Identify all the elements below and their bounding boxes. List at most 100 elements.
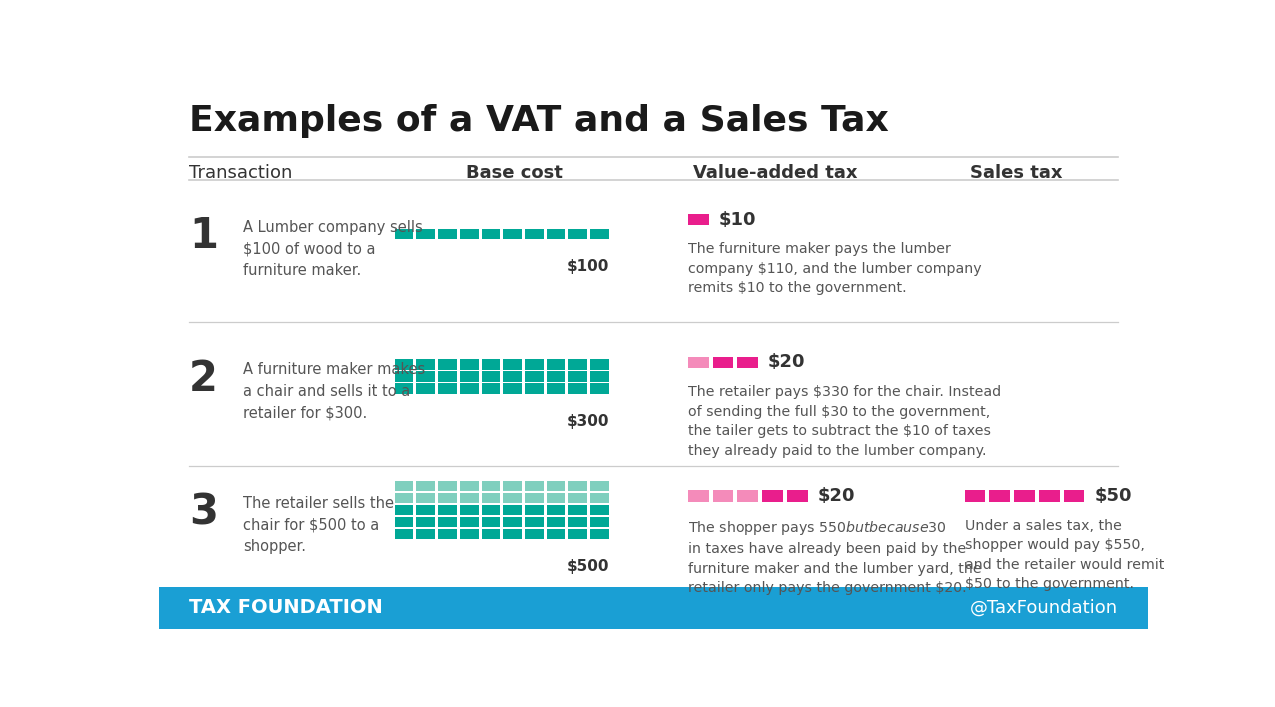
Bar [504, 359, 521, 370]
Bar [482, 493, 500, 503]
Bar [547, 371, 566, 382]
Bar [787, 490, 807, 501]
Bar [504, 383, 521, 394]
Bar [569, 371, 588, 382]
Bar [713, 490, 733, 501]
Text: 1: 1 [189, 215, 218, 257]
Bar [569, 517, 588, 527]
Text: $50: $50 [1094, 487, 1132, 505]
Bar [590, 383, 609, 394]
Text: $20: $20 [817, 487, 856, 505]
Bar [460, 481, 478, 491]
Bar [525, 383, 543, 394]
Bar [394, 481, 413, 491]
Bar [416, 517, 435, 527]
Bar [688, 214, 709, 226]
Bar [439, 481, 456, 491]
Bar [590, 517, 609, 527]
Bar [416, 529, 435, 539]
Bar [416, 505, 435, 515]
Bar [482, 228, 500, 239]
Bar [504, 505, 521, 515]
Bar [525, 359, 543, 370]
Text: $300: $300 [566, 414, 609, 429]
Bar [439, 359, 456, 370]
Text: $500: $500 [566, 559, 609, 574]
Bar [569, 481, 588, 491]
Bar [159, 587, 1148, 629]
Bar [482, 371, 500, 382]
Text: Value-added tax: Value-added tax [694, 164, 858, 182]
Bar [504, 371, 521, 382]
Text: 3: 3 [189, 491, 218, 533]
Bar [482, 517, 500, 527]
Bar [482, 359, 500, 370]
Text: The retailer pays $330 for the chair. Instead
of sending the full $30 to the gov: The retailer pays $330 for the chair. In… [688, 385, 1001, 458]
Bar [504, 517, 521, 527]
Bar [525, 481, 543, 491]
Bar [547, 383, 566, 394]
Bar [525, 493, 543, 503]
Bar [547, 493, 566, 503]
Text: Under a sales tax, the
shopper would pay $550,
and the retailer would remit
$50 : Under a sales tax, the shopper would pay… [965, 519, 1164, 591]
Bar [762, 490, 783, 501]
Bar [460, 517, 478, 527]
Text: Examples of a VAT and a Sales Tax: Examples of a VAT and a Sales Tax [189, 104, 889, 138]
Bar [460, 359, 478, 370]
Bar [989, 490, 1010, 501]
Text: Sales tax: Sales tax [969, 164, 1062, 182]
Bar [590, 481, 609, 491]
Text: TAX FOUNDATION: TAX FOUNDATION [189, 599, 382, 617]
Bar [590, 529, 609, 539]
Bar [394, 371, 413, 382]
Bar [590, 371, 609, 382]
Bar [688, 357, 709, 368]
Bar [1039, 490, 1060, 501]
Bar [460, 228, 478, 239]
Bar [482, 505, 500, 515]
Bar [569, 493, 588, 503]
Bar [482, 481, 500, 491]
Bar [439, 493, 456, 503]
Bar [569, 228, 588, 239]
Bar [569, 383, 588, 394]
Bar [569, 359, 588, 370]
Bar [460, 529, 478, 539]
Bar [416, 383, 435, 394]
Bar [547, 481, 566, 491]
Bar [416, 228, 435, 239]
Bar [547, 359, 566, 370]
Bar [460, 383, 478, 394]
Text: $10: $10 [719, 211, 756, 228]
Bar [504, 228, 521, 239]
Bar [713, 357, 733, 368]
Bar [504, 481, 521, 491]
Bar [547, 505, 566, 515]
Bar [504, 493, 521, 503]
Bar [569, 529, 588, 539]
Bar [460, 493, 478, 503]
Bar [1014, 490, 1035, 501]
Bar [590, 505, 609, 515]
Bar [416, 371, 435, 382]
Bar [737, 490, 759, 501]
Bar [439, 517, 456, 527]
Bar [416, 493, 435, 503]
Bar [525, 529, 543, 539]
Bar [394, 529, 413, 539]
Bar [439, 383, 456, 394]
Bar [439, 228, 456, 239]
Bar [590, 493, 609, 503]
Text: Transaction: Transaction [189, 164, 292, 182]
Bar [482, 529, 500, 539]
Text: $100: $100 [566, 259, 609, 274]
Text: The shopper pays $550 but because $30
in taxes have already been paid by the
fur: The shopper pays $550 but because $30 in… [688, 519, 982, 595]
Bar [394, 493, 413, 503]
Bar [416, 359, 435, 370]
Bar [439, 371, 456, 382]
Text: A Lumber company sells
$100 of wood to a
furniture maker.: A Lumber company sells $100 of wood to a… [244, 220, 423, 278]
Bar [569, 505, 588, 515]
Bar [439, 529, 456, 539]
Text: @TaxFoundation: @TaxFoundation [970, 599, 1118, 617]
Bar [460, 505, 478, 515]
